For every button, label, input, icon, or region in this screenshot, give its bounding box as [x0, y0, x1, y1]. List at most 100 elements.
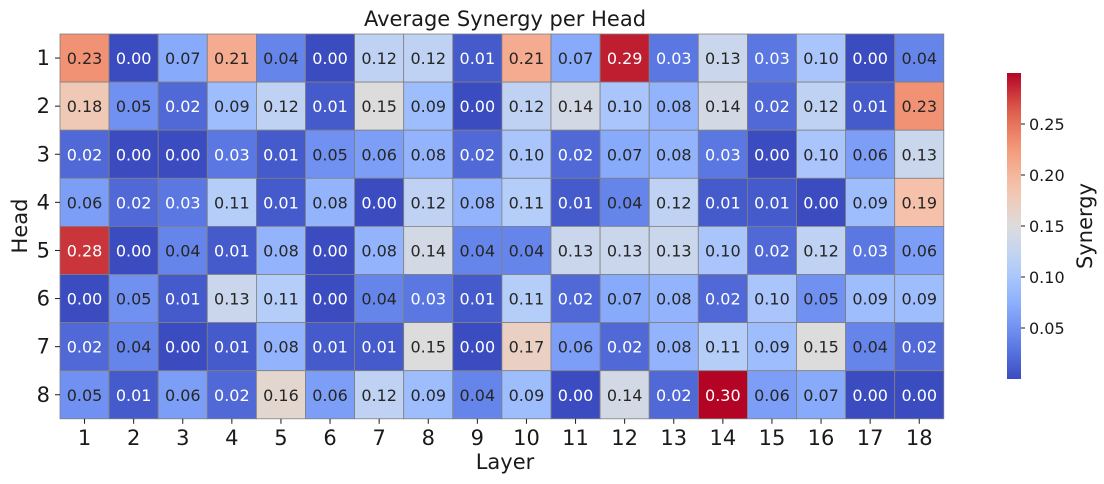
cell-value-label: 0.05: [312, 145, 348, 164]
cell-value-label: 0.21: [214, 49, 250, 68]
heatmap-cell: [747, 274, 797, 323]
cell-value-label: 0.08: [460, 193, 496, 212]
cell-value-label: 0.04: [509, 241, 545, 260]
cell-value-label: 0.09: [410, 386, 446, 405]
cell-value-label: 0.04: [607, 193, 643, 212]
heatmap-cell: [255, 177, 306, 227]
heatmap-cell: [796, 322, 846, 372]
heatmap-cell: [354, 81, 405, 131]
cell-value-label: 0.00: [67, 290, 103, 309]
cell-value-label: 0.01: [460, 49, 496, 68]
heatmap-cell: [747, 177, 797, 227]
heatmap-cell: [894, 81, 945, 131]
cell-value-label: 0.07: [607, 290, 643, 309]
heatmap-cell: [599, 322, 650, 372]
cell-value-label: 0.02: [165, 97, 201, 116]
cell-value-label: 0.19: [901, 193, 937, 212]
x-axis-label: Layer: [476, 450, 535, 474]
heatmap-cell: [648, 225, 699, 275]
cell-value-label: 0.02: [901, 338, 937, 357]
heatmap-cell: [157, 225, 208, 275]
cell-value-label: 0.06: [852, 145, 888, 164]
heatmap-cell: [599, 370, 650, 420]
heatmap-cell: [108, 81, 159, 131]
cell-value-label: 0.06: [361, 145, 397, 164]
x-tick-label: 1: [78, 426, 91, 450]
heatmap-cell: [59, 129, 110, 179]
y-tick-label: 1: [37, 46, 50, 70]
heatmap-cell: [108, 370, 159, 420]
cell-value-label: 0.03: [754, 49, 790, 68]
cell-value-label: 0.13: [705, 49, 741, 68]
heatmap-cell: [894, 177, 945, 227]
heatmap-cell: [648, 129, 699, 179]
heatmap-cell: [157, 370, 208, 420]
heatmap-cell: [206, 370, 257, 420]
cell-value-label: 0.01: [754, 193, 790, 212]
cell-value-label: 0.02: [754, 97, 790, 116]
cell-value-label: 0.08: [361, 241, 397, 260]
cell-value-label: 0.04: [852, 338, 888, 357]
cell-value-label: 0.12: [410, 49, 446, 68]
y-tick-label: 4: [37, 190, 50, 214]
cell-value-label: 0.00: [116, 49, 152, 68]
cell-value-label: 0.01: [705, 193, 741, 212]
heatmap-cell: [501, 274, 552, 323]
heatmap-cell: [550, 225, 601, 275]
x-tick-label: 4: [225, 426, 238, 450]
cell-value-label: 0.13: [607, 241, 643, 260]
heatmap-cell: [452, 129, 503, 179]
x-tick-label: 9: [471, 426, 484, 450]
cell-value-label: 0.11: [263, 290, 299, 309]
heatmap-cell: [452, 370, 503, 420]
cell-value-label: 0.13: [558, 241, 594, 260]
heatmap-cell: [501, 81, 552, 131]
heatmap-cell: [648, 177, 699, 227]
cell-value-label: 0.00: [312, 290, 348, 309]
heatmap-cell: [452, 274, 503, 323]
x-tick-label: 17: [857, 426, 884, 450]
colorbar-tick-label: 0.25: [1029, 115, 1065, 134]
cell-value-label: 0.03: [165, 193, 201, 212]
cell-value-label: 0.07: [803, 386, 839, 405]
heatmap-cell: [354, 225, 405, 275]
heatmap-cell: [255, 370, 306, 420]
colorbar: [1007, 73, 1021, 379]
colorbar-tick-label: 0.05: [1029, 319, 1065, 338]
cell-value-label: 0.01: [214, 338, 250, 357]
cell-value-label: 0.03: [410, 290, 446, 309]
colorbar-tick-label: 0.20: [1029, 166, 1065, 185]
heatmap-cell: [108, 322, 159, 372]
cell-value-label: 0.06: [165, 386, 201, 405]
cell-value-label: 0.28: [67, 241, 103, 260]
colorbar-label: Synergy: [1073, 183, 1097, 269]
cell-value-label: 0.11: [509, 193, 545, 212]
heatmap-cell: [648, 81, 699, 131]
heatmap-cell: [108, 225, 159, 275]
heatmap-cell: [157, 33, 208, 83]
heatmap-cells: [59, 33, 945, 420]
y-tick-label: 3: [37, 142, 50, 166]
cell-value-label: 0.02: [656, 386, 692, 405]
heatmap-cell: [747, 322, 797, 372]
heatmap-cell: [452, 81, 503, 131]
cell-value-label: 0.02: [67, 145, 103, 164]
heatmap-cell: [305, 225, 355, 275]
cell-value-label: 0.12: [509, 97, 545, 116]
cell-value-label: 0.14: [705, 97, 741, 116]
heatmap-cell: [648, 370, 699, 420]
cell-value-label: 0.04: [901, 49, 937, 68]
heatmap-cell: [501, 225, 552, 275]
x-tick-label: 8: [422, 426, 435, 450]
heatmap-cell: [305, 129, 355, 179]
x-tick-label: 5: [274, 426, 287, 450]
x-tick-label: 14: [709, 426, 736, 450]
heatmap-cell: [501, 177, 552, 227]
heatmap-cell: [255, 274, 306, 323]
cell-value-label: 0.29: [607, 49, 643, 68]
heatmap-cell: [894, 129, 945, 179]
cell-value-label: 0.14: [607, 386, 643, 405]
cell-value-label: 0.02: [558, 290, 594, 309]
cell-value-label: 0.18: [67, 97, 103, 116]
heatmap-cell: [206, 274, 257, 323]
